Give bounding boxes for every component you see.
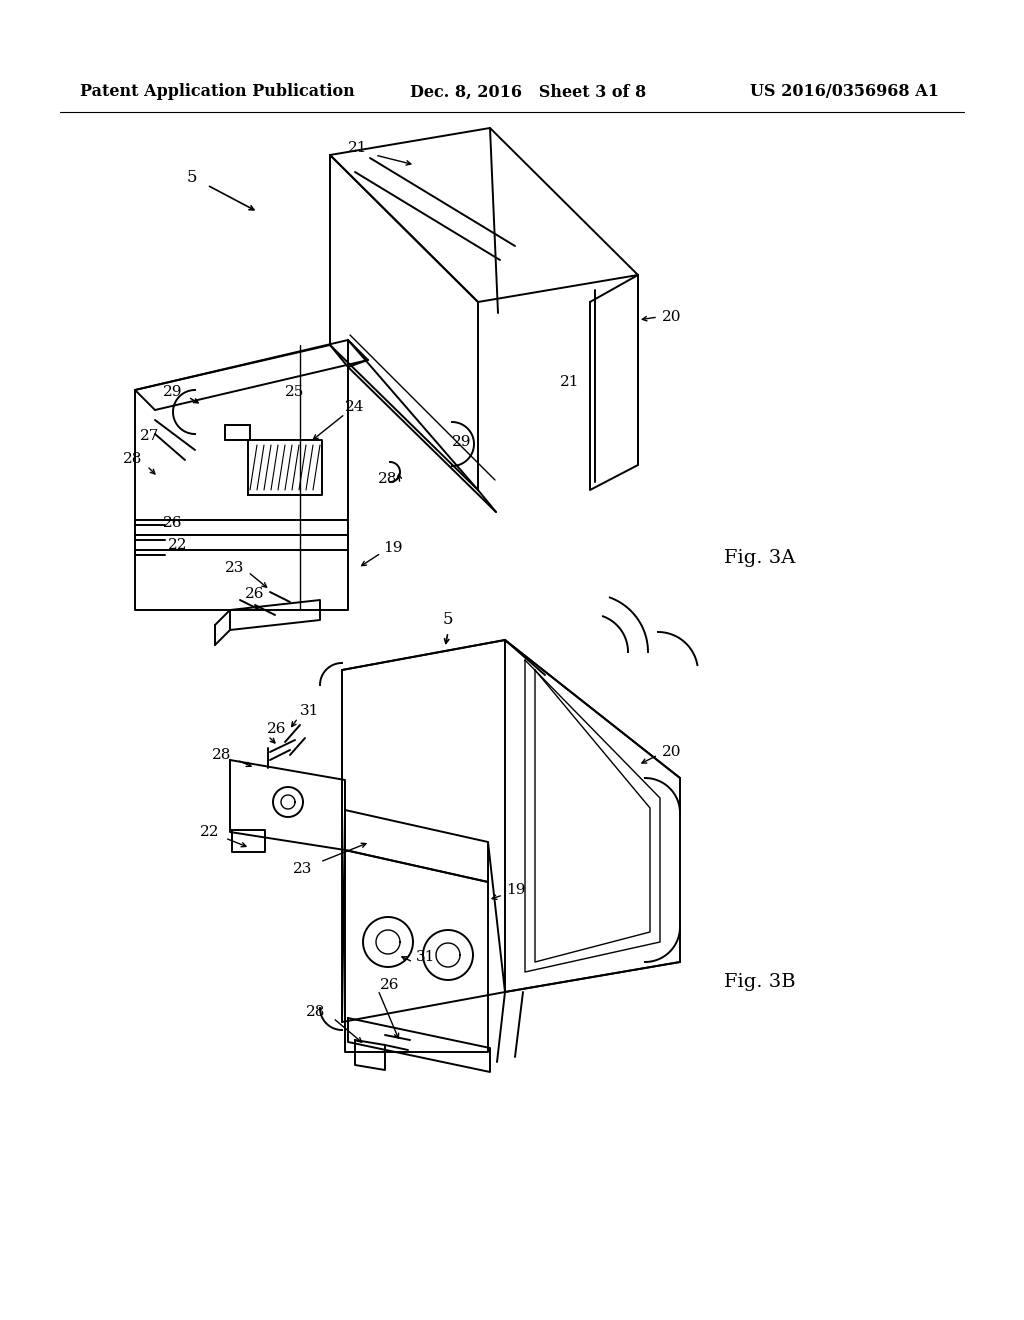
Text: 5: 5 (186, 169, 198, 186)
Text: 24: 24 (345, 400, 365, 414)
Text: 26: 26 (380, 978, 399, 993)
Text: 26: 26 (267, 722, 287, 737)
Text: 21: 21 (348, 141, 368, 154)
Text: 26: 26 (163, 516, 182, 531)
Text: Fig. 3A: Fig. 3A (724, 549, 796, 568)
Text: 31: 31 (300, 704, 319, 718)
Text: 22: 22 (201, 825, 220, 840)
Text: 23: 23 (225, 561, 245, 576)
Text: Patent Application Publication: Patent Application Publication (80, 83, 354, 100)
Text: 28: 28 (123, 451, 142, 466)
Text: 28: 28 (212, 748, 231, 762)
Text: 19: 19 (506, 883, 525, 898)
Text: 25: 25 (286, 385, 305, 399)
Text: 22: 22 (168, 539, 187, 552)
Text: 19: 19 (383, 541, 402, 554)
Text: 23: 23 (293, 862, 312, 876)
Text: 29: 29 (163, 385, 182, 399)
Text: 20: 20 (663, 310, 682, 323)
Text: 28: 28 (306, 1005, 326, 1019)
Text: Dec. 8, 2016   Sheet 3 of 8: Dec. 8, 2016 Sheet 3 of 8 (410, 83, 646, 100)
Text: 20: 20 (663, 744, 682, 759)
Text: US 2016/0356968 A1: US 2016/0356968 A1 (750, 83, 939, 100)
Text: Fig. 3B: Fig. 3B (724, 973, 796, 991)
Text: 28: 28 (378, 473, 397, 486)
Text: 29: 29 (453, 436, 472, 449)
Text: 26: 26 (246, 587, 265, 601)
Text: 5: 5 (442, 611, 454, 628)
Text: 27: 27 (140, 429, 160, 444)
Text: 31: 31 (417, 950, 435, 964)
Text: 21: 21 (560, 375, 580, 389)
